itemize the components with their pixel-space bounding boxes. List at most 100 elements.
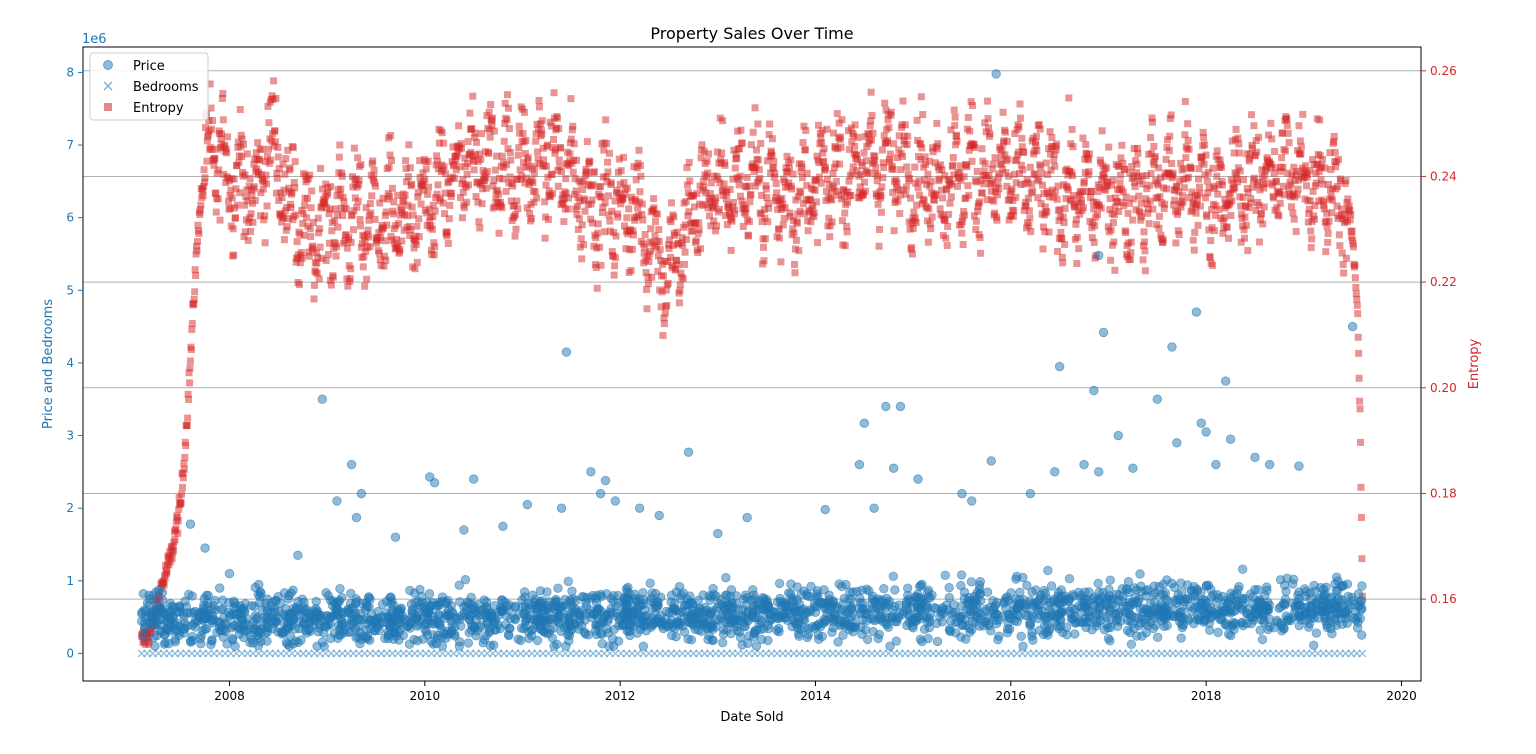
- entropy-point: [735, 181, 743, 189]
- entropy-point: [864, 168, 872, 176]
- price-point: [574, 624, 584, 634]
- entropy-point: [653, 210, 661, 218]
- entropy-point: [357, 243, 365, 251]
- entropy-point: [232, 214, 240, 222]
- entropy-point: [261, 239, 269, 247]
- entropy-point: [224, 133, 232, 141]
- entropy-point: [1155, 212, 1163, 220]
- entropy-point: [1139, 180, 1147, 188]
- entropy-point: [1018, 143, 1026, 151]
- entropy-point: [1342, 177, 1350, 185]
- entropy-point: [1245, 204, 1253, 212]
- entropy-point: [527, 214, 535, 222]
- entropy-point: [991, 209, 999, 217]
- price-point: [1088, 594, 1098, 604]
- entropy-point: [1194, 195, 1202, 203]
- entropy-point: [958, 229, 966, 237]
- entropy-point: [271, 138, 279, 146]
- entropy-point: [1169, 169, 1177, 177]
- entropy-point: [657, 303, 665, 311]
- entropy-point: [1186, 194, 1194, 202]
- entropy-point: [1196, 189, 1204, 197]
- entropy-point: [211, 155, 219, 163]
- price-point: [187, 591, 197, 601]
- price-point: [892, 616, 902, 627]
- price-point: [647, 588, 657, 598]
- entropy-point: [1074, 207, 1082, 215]
- entropy-point: [416, 173, 424, 181]
- entropy-point: [359, 263, 367, 271]
- entropy-point: [502, 187, 510, 195]
- entropy-point: [1275, 212, 1283, 220]
- entropy-point: [1053, 195, 1061, 203]
- entropy-point: [212, 189, 220, 197]
- entropy-point: [654, 267, 662, 275]
- entropy-point: [360, 253, 368, 261]
- entropy-point: [1148, 118, 1156, 126]
- entropy-point: [1240, 176, 1248, 184]
- entropy-point: [794, 193, 802, 201]
- entropy-point: [1001, 151, 1009, 159]
- entropy-point: [1033, 147, 1041, 155]
- entropy-point: [903, 163, 911, 171]
- price-point: [1070, 629, 1080, 639]
- entropy-point: [203, 137, 211, 145]
- entropy-point: [340, 198, 348, 206]
- entropy-point: [385, 163, 393, 171]
- entropy-point: [683, 164, 691, 172]
- entropy-point: [620, 179, 628, 187]
- entropy-point: [343, 244, 351, 252]
- entropy-point: [1122, 229, 1130, 237]
- entropy-point: [921, 176, 929, 184]
- entropy-point: [196, 210, 204, 218]
- entropy-point: [275, 165, 283, 173]
- entropy-point: [469, 92, 477, 100]
- entropy-point: [659, 331, 667, 339]
- entropy-point: [751, 104, 759, 112]
- price-point: [1143, 607, 1153, 618]
- entropy-point: [602, 116, 610, 124]
- entropy-point: [799, 139, 807, 147]
- entropy-point: [387, 157, 395, 165]
- entropy-point: [1336, 242, 1344, 250]
- entropy-point: [1194, 221, 1202, 229]
- entropy-point: [288, 189, 296, 197]
- entropy-point: [866, 122, 874, 130]
- entropy-point: [464, 138, 472, 146]
- entropy-point: [444, 239, 452, 247]
- price-point: [741, 615, 752, 625]
- entropy-point: [1358, 555, 1366, 563]
- entropy-point: [860, 191, 868, 199]
- entropy-point: [390, 198, 398, 206]
- entropy-point: [1351, 261, 1359, 269]
- entropy-point: [830, 164, 838, 172]
- entropy-point: [694, 249, 702, 257]
- entropy-point: [179, 469, 187, 477]
- price-point: [708, 589, 719, 600]
- entropy-point: [287, 204, 295, 212]
- entropy-point: [1003, 137, 1011, 145]
- entropy-point: [705, 150, 713, 158]
- entropy-point: [615, 155, 623, 163]
- entropy-point: [754, 120, 762, 128]
- entropy-point: [1235, 149, 1243, 157]
- entropy-point: [798, 163, 806, 171]
- entropy-point: [1174, 227, 1182, 235]
- price-point: [565, 612, 575, 623]
- entropy-point: [943, 242, 951, 250]
- entropy-point: [925, 157, 933, 165]
- entropy-point: [662, 286, 670, 294]
- entropy-point: [817, 134, 825, 142]
- entropy-point: [637, 172, 645, 180]
- entropy-point: [650, 204, 658, 212]
- entropy-point: [324, 189, 332, 197]
- entropy-point: [317, 164, 325, 172]
- entropy-point: [927, 177, 935, 185]
- entropy-point: [507, 156, 515, 164]
- entropy-point: [449, 143, 457, 151]
- entropy-point: [1050, 156, 1058, 164]
- entropy-point: [1218, 181, 1226, 189]
- entropy-point: [806, 196, 814, 204]
- entropy-point: [1279, 129, 1287, 137]
- entropy-point: [403, 178, 411, 186]
